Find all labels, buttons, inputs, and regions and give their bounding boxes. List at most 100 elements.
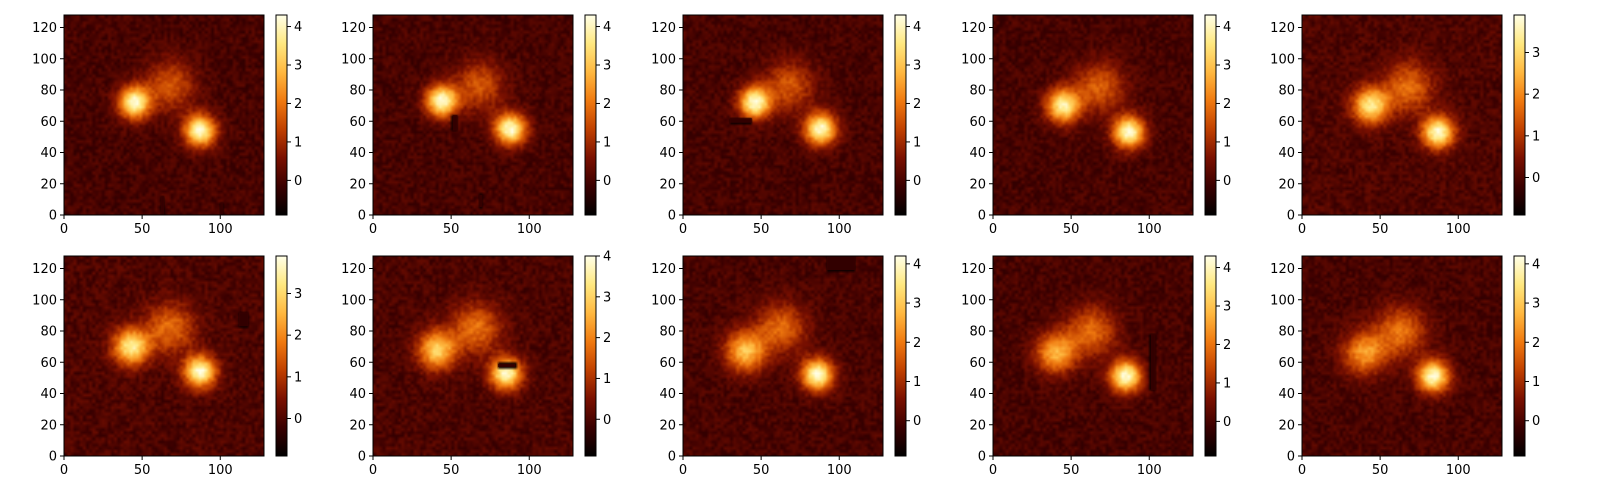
x-tick-label: 100 (1446, 463, 1471, 478)
x-tick-label: 50 (443, 463, 460, 478)
x-tick-label: 50 (443, 222, 460, 237)
colorbar (894, 255, 907, 457)
heatmap-image (64, 256, 264, 456)
y-tick-label: 100 (651, 293, 676, 308)
colorbar (1204, 255, 1217, 457)
colorbar-tick-label: 3 (294, 287, 302, 302)
panel-9: 0 50 100 0 20 40 60 80 100 120 0 1 2 3 4 (961, 255, 1231, 478)
y-tick-label: 40 (969, 387, 986, 402)
panel-10: 0 50 100 0 20 40 60 80 100 120 0 1 2 3 4 (1270, 255, 1540, 478)
masked-region (826, 256, 855, 271)
x-tick-label: 100 (517, 222, 542, 237)
y-tick-label: 80 (40, 325, 57, 340)
colorbar (1204, 14, 1217, 216)
colorbar-tick-label: 1 (603, 372, 611, 387)
y-tick-label: 0 (668, 209, 676, 224)
heatmap-image (993, 256, 1193, 456)
y-tick-label: 40 (1278, 387, 1295, 402)
colorbar-tick-label: 2 (913, 336, 921, 351)
y-tick-label: 100 (341, 52, 366, 67)
y-tick-label: 120 (1270, 21, 1295, 36)
colorbar-tick-label: 3 (913, 59, 921, 74)
y-tick-label: 60 (659, 356, 676, 371)
y-tick-label: 60 (349, 115, 366, 130)
y-tick-label: 80 (659, 325, 676, 340)
y-tick-label: 80 (969, 325, 986, 340)
y-tick-label: 0 (1287, 450, 1295, 465)
x-tick-label: 100 (208, 463, 233, 478)
colorbar-tick-label: 3 (1223, 300, 1231, 315)
x-tick-label: 50 (753, 463, 770, 478)
colorbar-tick-label: 4 (1223, 20, 1231, 35)
y-tick-label: 120 (341, 262, 366, 277)
colorbar-tick-label: 1 (1223, 135, 1231, 150)
y-tick-label: 100 (1270, 293, 1295, 308)
colorbar-tick-label: 2 (913, 97, 921, 112)
y-tick-label: 20 (1278, 177, 1295, 192)
y-tick-label: 20 (349, 177, 366, 192)
y-tick-label: 120 (32, 21, 57, 36)
y-tick-label: 60 (969, 356, 986, 371)
colorbar-tick-label: 3 (1532, 297, 1540, 312)
colorbar-tick-label: 2 (603, 97, 611, 112)
colorbar (1513, 14, 1526, 216)
colorbar (1513, 255, 1526, 457)
colorbar-tick-label: 0 (913, 174, 921, 189)
colorbar-tick-label: 4 (603, 250, 611, 265)
colorbar-tick-label: 1 (1223, 376, 1231, 391)
colorbar-tick-label: 3 (913, 297, 921, 312)
y-tick-label: 60 (659, 115, 676, 130)
x-tick-label: 0 (369, 222, 377, 237)
y-tick-label: 80 (659, 84, 676, 99)
axes-frame (63, 14, 265, 216)
colorbar-tick-label: 0 (1223, 415, 1231, 430)
masked-region (452, 115, 458, 131)
y-tick-label: 100 (341, 293, 366, 308)
masked-region (1150, 334, 1156, 391)
colorbar-tick-label: 2 (294, 97, 302, 112)
y-tick-label: 60 (40, 115, 57, 130)
colorbar-tick-label: 2 (1532, 88, 1540, 103)
axes-frame (63, 255, 265, 457)
y-tick-label: 80 (349, 325, 366, 340)
y-tick-label: 20 (969, 177, 986, 192)
y-tick-label: 0 (358, 209, 366, 224)
panel-1: 0 50 100 0 20 40 60 80 100 120 0 1 2 3 4 (32, 14, 302, 237)
heatmap-image (993, 15, 1193, 215)
y-tick-label: 0 (978, 209, 986, 224)
colorbar-tick-label: 1 (603, 135, 611, 150)
y-tick-label: 100 (1270, 52, 1295, 67)
axes-frame (992, 255, 1194, 457)
colorbar-tick-label: 2 (1223, 338, 1231, 353)
y-tick-label: 0 (1287, 209, 1295, 224)
y-tick-label: 0 (49, 209, 57, 224)
colorbar-tick-label: 2 (1223, 97, 1231, 112)
colorbar-tick-label: 1 (913, 135, 921, 150)
colorbar-tick-label: 4 (1532, 257, 1540, 272)
masked-region (729, 118, 752, 123)
colorbar-tick-label: 2 (294, 329, 302, 344)
x-tick-label: 100 (827, 222, 852, 237)
y-tick-label: 20 (969, 418, 986, 433)
y-tick-label: 40 (1278, 146, 1295, 161)
axes-frame (1301, 255, 1503, 457)
y-tick-label: 120 (651, 21, 676, 36)
colorbar-tick-label: 1 (294, 370, 302, 385)
y-tick-label: 60 (1278, 115, 1295, 130)
y-tick-label: 80 (349, 84, 366, 99)
colorbar-tick-label: 3 (1223, 59, 1231, 74)
y-tick-label: 40 (349, 387, 366, 402)
axes-frame (682, 255, 884, 457)
colorbar (584, 255, 597, 457)
x-tick-label: 0 (1298, 463, 1306, 478)
y-tick-label: 20 (40, 418, 57, 433)
heatmap-image (373, 15, 573, 215)
heatmap-image (1302, 15, 1502, 215)
colorbar-tick-label: 2 (603, 331, 611, 346)
y-tick-label: 40 (969, 146, 986, 161)
y-tick-label: 120 (651, 262, 676, 277)
colorbar-tick-label: 3 (294, 59, 302, 74)
axes-frame (992, 14, 1194, 216)
colorbar-tick-label: 4 (1223, 261, 1231, 276)
panel-5: 0 50 100 0 20 40 60 80 100 120 0 1 2 3 (1270, 14, 1540, 237)
